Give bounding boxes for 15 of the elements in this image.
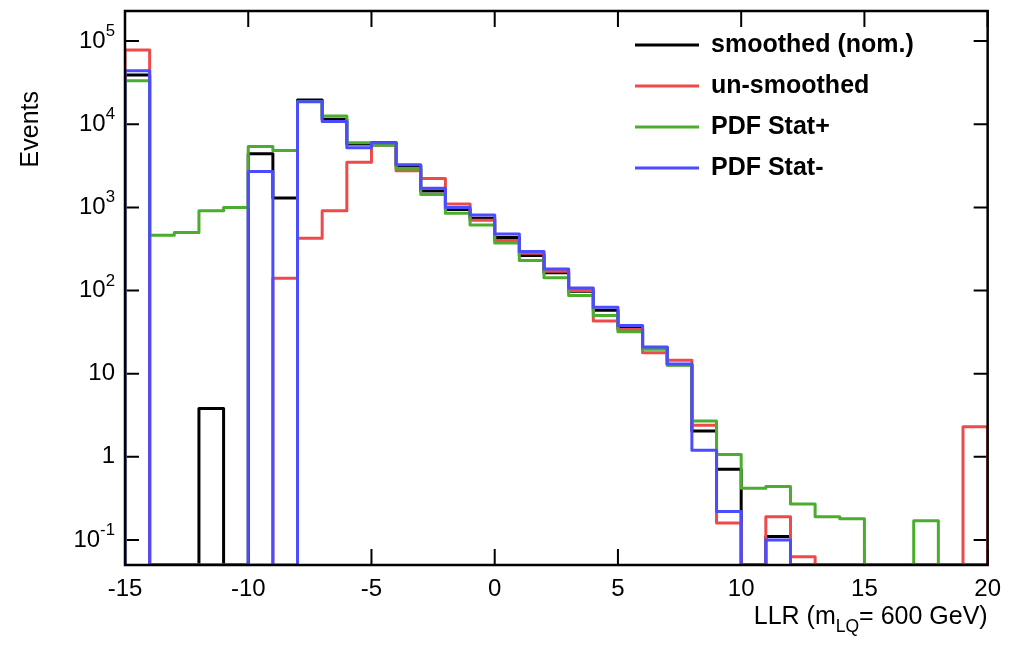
x-tick-label: 20 bbox=[974, 574, 1001, 602]
y-tick-label: 1 bbox=[101, 441, 116, 469]
legend-label: un-smoothed bbox=[711, 69, 870, 98]
x-tick-label: 15 bbox=[851, 574, 878, 602]
x-tick-label: -5 bbox=[360, 574, 383, 602]
x-tick-label: 0 bbox=[488, 574, 502, 602]
y-tick-label: 10 bbox=[88, 358, 116, 386]
x-tick-label: 5 bbox=[611, 574, 625, 602]
x-tick-label: -15 bbox=[107, 574, 143, 602]
legend-label: smoothed (nom.) bbox=[711, 28, 914, 57]
x-tick-label: 10 bbox=[727, 574, 755, 602]
x-tick-label: -10 bbox=[230, 574, 266, 602]
legend-label: PDF Stat+ bbox=[711, 110, 830, 139]
legend-label: PDF Stat- bbox=[711, 151, 824, 180]
y-axis-title: Events bbox=[15, 90, 43, 168]
